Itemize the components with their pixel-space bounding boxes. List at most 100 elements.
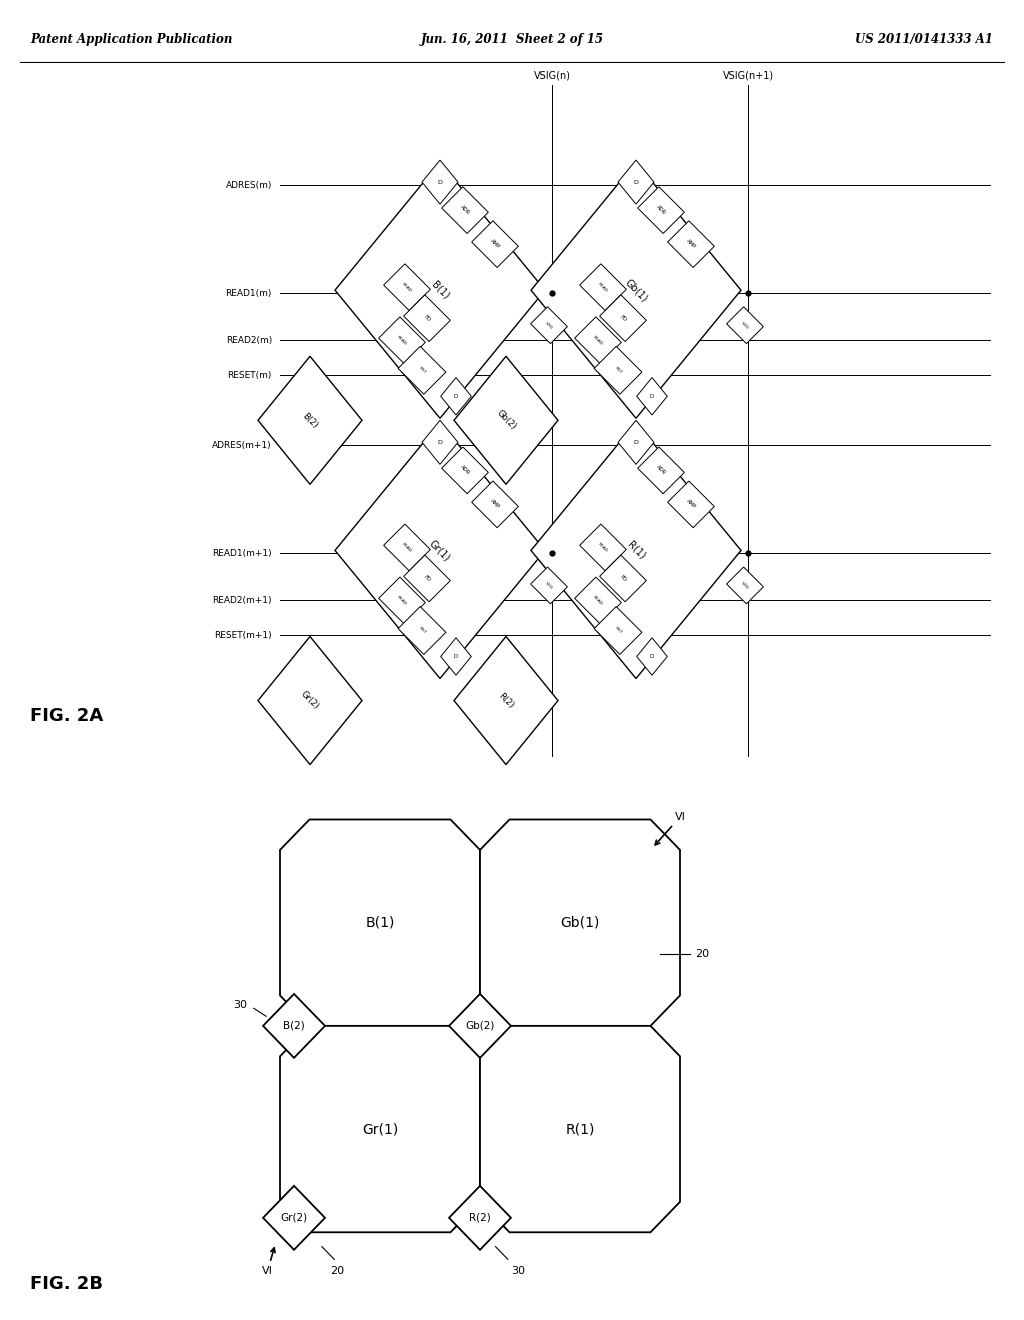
Text: READ: READ [592,334,604,346]
Text: Gb(1): Gb(1) [560,916,600,929]
Polygon shape [454,356,558,484]
Text: RST: RST [418,626,426,635]
Polygon shape [441,186,488,234]
Text: D: D [437,180,442,185]
Polygon shape [531,162,741,418]
Polygon shape [335,422,545,678]
Polygon shape [403,294,451,342]
Text: ADR: ADR [655,465,667,477]
Text: RESET(m+1): RESET(m+1) [214,631,272,640]
Polygon shape [638,186,684,234]
Polygon shape [441,447,488,494]
Polygon shape [530,568,567,603]
Text: READ: READ [597,541,608,553]
Text: 30: 30 [511,1266,525,1275]
Text: R(1): R(1) [565,1122,595,1137]
Polygon shape [398,346,445,395]
Polygon shape [263,1185,325,1250]
Polygon shape [263,994,325,1057]
Text: VSG: VSG [740,581,750,590]
Text: ADR: ADR [459,205,471,216]
Text: Gr(2): Gr(2) [299,689,321,711]
Text: Jun. 16, 2011  Sheet 2 of 15: Jun. 16, 2011 Sheet 2 of 15 [421,33,603,46]
Text: VSG: VSG [545,581,554,590]
Polygon shape [480,820,680,1026]
Polygon shape [450,994,511,1057]
Polygon shape [594,346,642,395]
Text: D: D [454,653,458,659]
Text: FD: FD [423,314,431,322]
Text: VI: VI [262,1247,275,1275]
Text: ADR: ADR [459,465,471,477]
Text: US 2011/0141333 A1: US 2011/0141333 A1 [855,33,993,46]
Polygon shape [531,422,741,678]
Polygon shape [580,524,627,570]
Text: R(2): R(2) [497,692,515,710]
Polygon shape [637,378,668,414]
Polygon shape [379,577,425,624]
Polygon shape [637,638,668,676]
Polygon shape [472,220,518,268]
Text: D: D [454,393,458,399]
Text: Gb(2): Gb(2) [465,1020,495,1031]
Text: D: D [634,180,638,185]
Polygon shape [422,160,458,205]
Text: D: D [650,653,654,659]
Text: RESET(m): RESET(m) [227,371,272,380]
Text: READ: READ [592,595,604,606]
Polygon shape [530,306,567,343]
Text: Patent Application Publication: Patent Application Publication [31,33,233,46]
Text: D: D [650,393,654,399]
Polygon shape [600,294,646,342]
Polygon shape [668,480,715,528]
Text: B(1): B(1) [366,916,394,929]
Polygon shape [440,378,471,414]
Polygon shape [594,607,642,655]
Polygon shape [335,162,545,418]
Text: AMP: AMP [685,239,696,249]
Text: 20: 20 [695,949,710,958]
Polygon shape [668,220,715,268]
Text: READ: READ [597,281,608,293]
Text: VSIG(n+1): VSIG(n+1) [723,70,773,81]
Polygon shape [574,317,622,363]
Polygon shape [280,1026,480,1233]
Polygon shape [638,447,684,494]
Polygon shape [384,524,430,570]
Polygon shape [422,420,458,465]
Text: FD: FD [618,574,628,582]
Text: RST: RST [613,366,623,375]
Polygon shape [727,306,763,343]
Text: ADRES(m): ADRES(m) [225,181,272,190]
Polygon shape [472,480,518,528]
Polygon shape [618,420,654,465]
Text: RST: RST [613,626,623,635]
Text: READ2(m+1): READ2(m+1) [213,595,272,605]
Polygon shape [379,317,425,363]
Text: AMP: AMP [685,499,696,510]
Text: FD: FD [618,314,628,322]
Polygon shape [600,556,646,602]
Polygon shape [258,356,362,484]
Polygon shape [727,568,763,603]
Text: Gr(1): Gr(1) [428,539,453,562]
Text: RST: RST [418,366,426,375]
Polygon shape [403,556,451,602]
Text: Gb(2): Gb(2) [495,409,517,432]
Text: Gb(1): Gb(1) [623,277,649,304]
Text: D: D [437,440,442,445]
Text: VSG: VSG [545,321,554,330]
Text: B(2): B(2) [301,411,319,430]
Text: READ: READ [401,541,413,553]
Text: READ1(m): READ1(m) [225,289,272,298]
Text: ADRES(m+1): ADRES(m+1) [212,441,272,450]
Polygon shape [454,636,558,764]
Text: Gr(1): Gr(1) [361,1122,398,1137]
Polygon shape [580,264,627,310]
Polygon shape [280,820,480,1026]
Text: Gr(2): Gr(2) [281,1213,307,1222]
Text: D: D [634,440,638,445]
Polygon shape [384,264,430,310]
Text: AMP: AMP [489,499,501,510]
Text: READ: READ [401,281,413,293]
